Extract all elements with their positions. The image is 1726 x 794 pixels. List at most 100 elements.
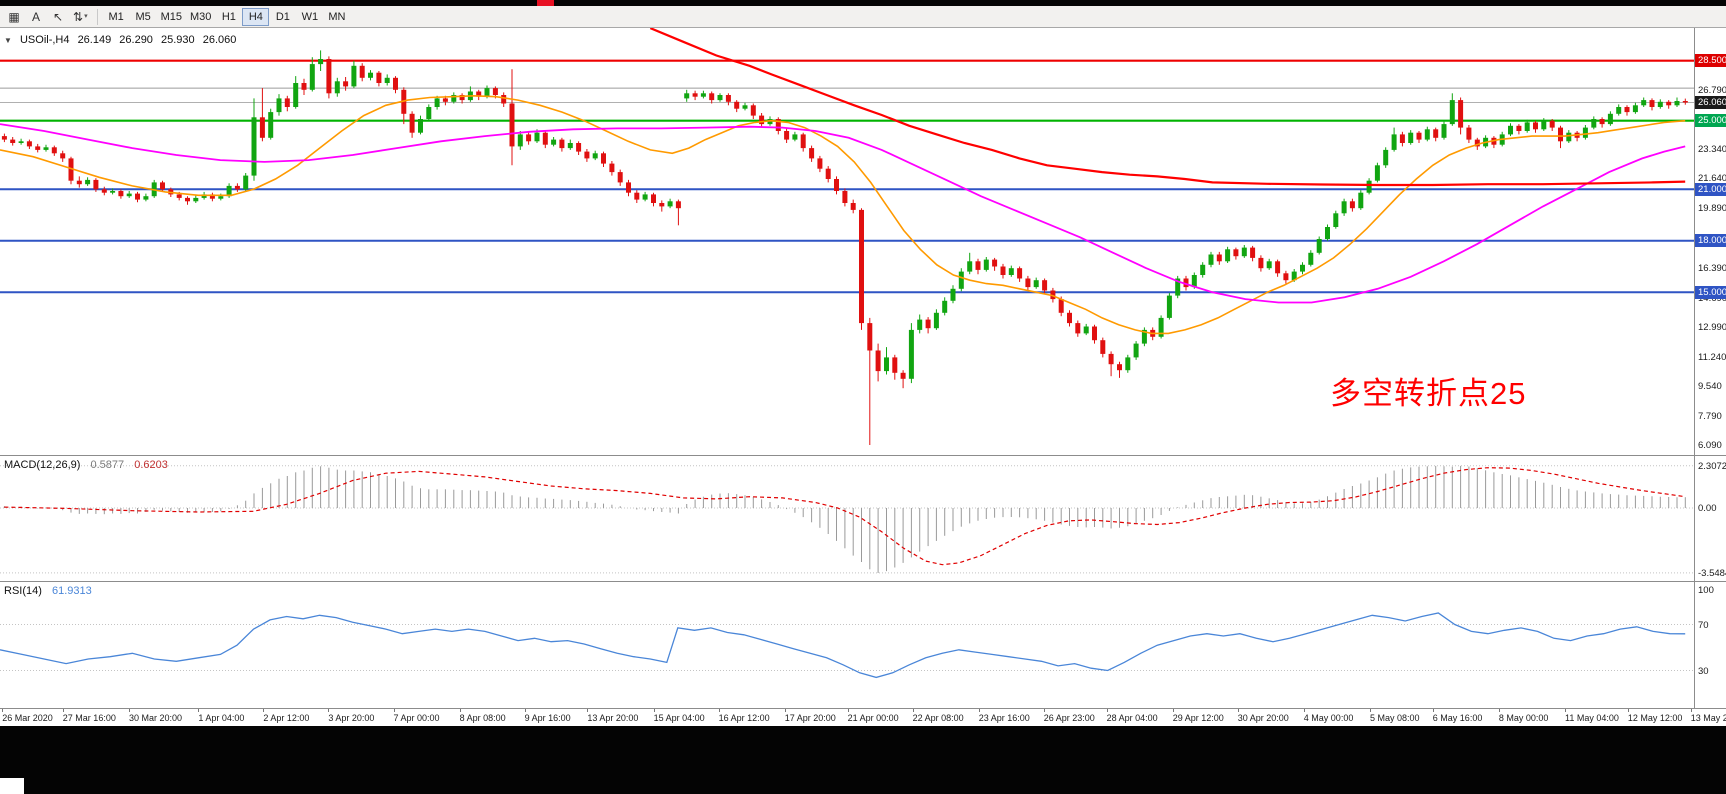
price-axis-label: 19.890 — [1698, 203, 1726, 215]
time-axis-label: 22 Apr 08:00 — [912, 713, 964, 723]
dropdown-caret-icon: ▾ — [84, 13, 88, 21]
chart-annotation-text[interactable]: 多空转折点25 — [1330, 376, 1527, 411]
time-axis-tick — [1043, 709, 1045, 712]
price-axis-label: 100 — [1698, 585, 1714, 596]
time-axis-label: 26 Apr 23:00 — [1043, 713, 1095, 723]
time-axis-label: 17 Apr 20:00 — [784, 713, 836, 723]
timeframe-button-M30[interactable]: M30 — [186, 8, 215, 26]
ohlc-close: 26.060 — [202, 34, 237, 46]
time-axis-tick — [718, 709, 720, 712]
time-axis-label: 3 Apr 20:00 — [328, 713, 375, 723]
time-axis-label: 4 May 00:00 — [1303, 713, 1354, 723]
ma-mid-line — [0, 123, 1686, 304]
time-axis-tick — [1432, 709, 1434, 712]
time-axis-tick — [328, 709, 330, 712]
ohlc-open: 26.149 — [77, 34, 112, 46]
bottom-strip — [0, 726, 1726, 794]
time-axis-tick — [653, 709, 655, 712]
time-axis-tick — [587, 709, 589, 712]
time-axis-label: 6 May 16:00 — [1432, 713, 1483, 723]
time-axis-tick — [198, 709, 200, 712]
price-axis-label: 21.640 — [1698, 173, 1726, 185]
price-axis-box-label: 25.000 — [1695, 114, 1726, 128]
price-axis-label: 16.390 — [1698, 263, 1726, 275]
price-axis-label: 2.3072 — [1698, 460, 1726, 472]
time-axis-tick — [129, 709, 130, 712]
time-axis-label: 13 Apr 20:00 — [587, 713, 639, 723]
panel-separator[interactable] — [0, 581, 1726, 582]
timeframe-button-D1[interactable]: D1 — [269, 8, 296, 26]
time-axis-label: 21 Apr 00:00 — [847, 713, 899, 723]
time-axis-tick — [1237, 709, 1239, 712]
price-axis-label: 30 — [1698, 665, 1709, 677]
time-axis[interactable]: 26 Mar 2020 27 Mar 16:00 30 Mar 20:00 1 Apr… — [0, 709, 1726, 726]
panel-separator[interactable] — [0, 455, 1726, 456]
macd-name: MACD(12,26,9) — [4, 459, 81, 471]
price-axis-box-label: 28.500 — [1695, 54, 1726, 68]
ma-slow-line — [649, 28, 1686, 187]
time-axis-tick — [459, 709, 461, 712]
time-axis-label: 29 Apr 12:00 — [1172, 713, 1224, 723]
time-axis-label: 30 Apr 20:00 — [1237, 713, 1289, 723]
price-chart-canvas[interactable] — [0, 28, 1694, 455]
rsi-panel: RSI(14) 61.9313 — [0, 582, 1694, 708]
price-axis-label: 6.090 — [1698, 440, 1722, 451]
ohlc-high: 26.290 — [119, 34, 153, 46]
rsi-header: RSI(14) 61.9313 — [4, 585, 92, 597]
one-click-trading-arrow[interactable]: ▼ — [4, 36, 12, 45]
timeframe-button-M15[interactable]: M15 — [157, 8, 186, 26]
timeframe-button-W1[interactable]: W1 — [296, 8, 323, 26]
timeframe-button-H1[interactable]: H1 — [215, 8, 242, 26]
time-axis-label: 26 Mar 2020 — [2, 713, 53, 723]
time-axis-tick — [847, 709, 849, 712]
time-axis-label: 15 Apr 04:00 — [653, 713, 705, 723]
time-axis-label: 7 Apr 00:00 — [393, 713, 440, 723]
timeframe-button-M1[interactable]: M1 — [103, 8, 130, 26]
time-axis-tick — [524, 709, 526, 712]
time-axis-label: 27 Mar 16:00 — [62, 713, 116, 723]
text-tool-button-glyph: A — [31, 9, 40, 24]
chart-title: ▼ USOil-,H4 26.149 26.290 25.930 26.060 — [4, 34, 241, 46]
time-axis-label: 5 May 08:00 — [1370, 713, 1420, 723]
price-axis-label: 12.990 — [1698, 321, 1726, 333]
chart-grid-icon[interactable]: ▦ — [4, 8, 24, 26]
price-axis-box-label: 26.060 — [1695, 96, 1726, 109]
time-axis-tick — [1690, 709, 1692, 712]
time-axis-tick — [2, 709, 4, 712]
timeframe-button-H4[interactable]: H4 — [242, 7, 270, 26]
rsi-name: RSI(14) — [4, 585, 42, 597]
timeframe-button-M5[interactable]: M5 — [130, 8, 157, 26]
price-axis-label: -3.5484 — [1698, 567, 1726, 579]
toolbar-divider — [96, 8, 98, 25]
time-axis-label: 28 Apr 04:00 — [1106, 713, 1158, 723]
macd-signal-value: 0.6203 — [134, 459, 168, 471]
chart-grid-icon-glyph: ▦ — [8, 9, 20, 24]
text-tool-button[interactable]: A — [26, 8, 46, 26]
time-axis-tick — [912, 709, 914, 712]
scale-tool-icon[interactable]: ⇅▾ — [70, 8, 91, 26]
rsi-line — [0, 612, 1686, 679]
scale-tool-icon-glyph: ⇅ — [73, 9, 84, 24]
rsi-canvas[interactable] — [0, 582, 1694, 708]
time-axis-tick — [978, 709, 980, 712]
time-axis-tick — [1172, 709, 1174, 712]
price-axis-box-label: 15.000 — [1695, 285, 1726, 299]
cursor-tool-icon[interactable]: ↖ — [48, 8, 68, 26]
time-axis-label: 2 Apr 12:00 — [263, 713, 310, 723]
toolbar: ▦ A ↖ ⇅▾ M1 M5 M15 M30 H1 H4 D1 W1 MN — [0, 6, 1726, 28]
macd-panel: MACD(12,26,9) 0.5877 0.6203 — [0, 456, 1694, 581]
toolbar-icon-group: ▦ A ↖ ⇅▾ — [3, 8, 92, 26]
time-axis-tick — [62, 709, 64, 712]
time-axis-tick — [1370, 709, 1371, 712]
price-axis[interactable]: 26.79023.34021.64019.89018.14016.39014.6… — [1694, 28, 1726, 708]
rsi-value: 61.9313 — [51, 585, 92, 597]
price-axis-label: 9.540 — [1698, 380, 1722, 392]
macd-header: MACD(12,26,9) 0.5877 0.6203 — [4, 459, 168, 471]
macd-signal-line — [4, 467, 1686, 566]
macd-canvas[interactable] — [0, 456, 1694, 581]
bottom-white-box — [0, 778, 24, 794]
time-axis-tick — [784, 709, 786, 712]
time-axis-label: 23 Apr 16:00 — [978, 713, 1030, 723]
timeframe-button-MN[interactable]: MN — [323, 8, 350, 26]
chart-symbol-period: USOil-,H4 — [19, 34, 70, 46]
